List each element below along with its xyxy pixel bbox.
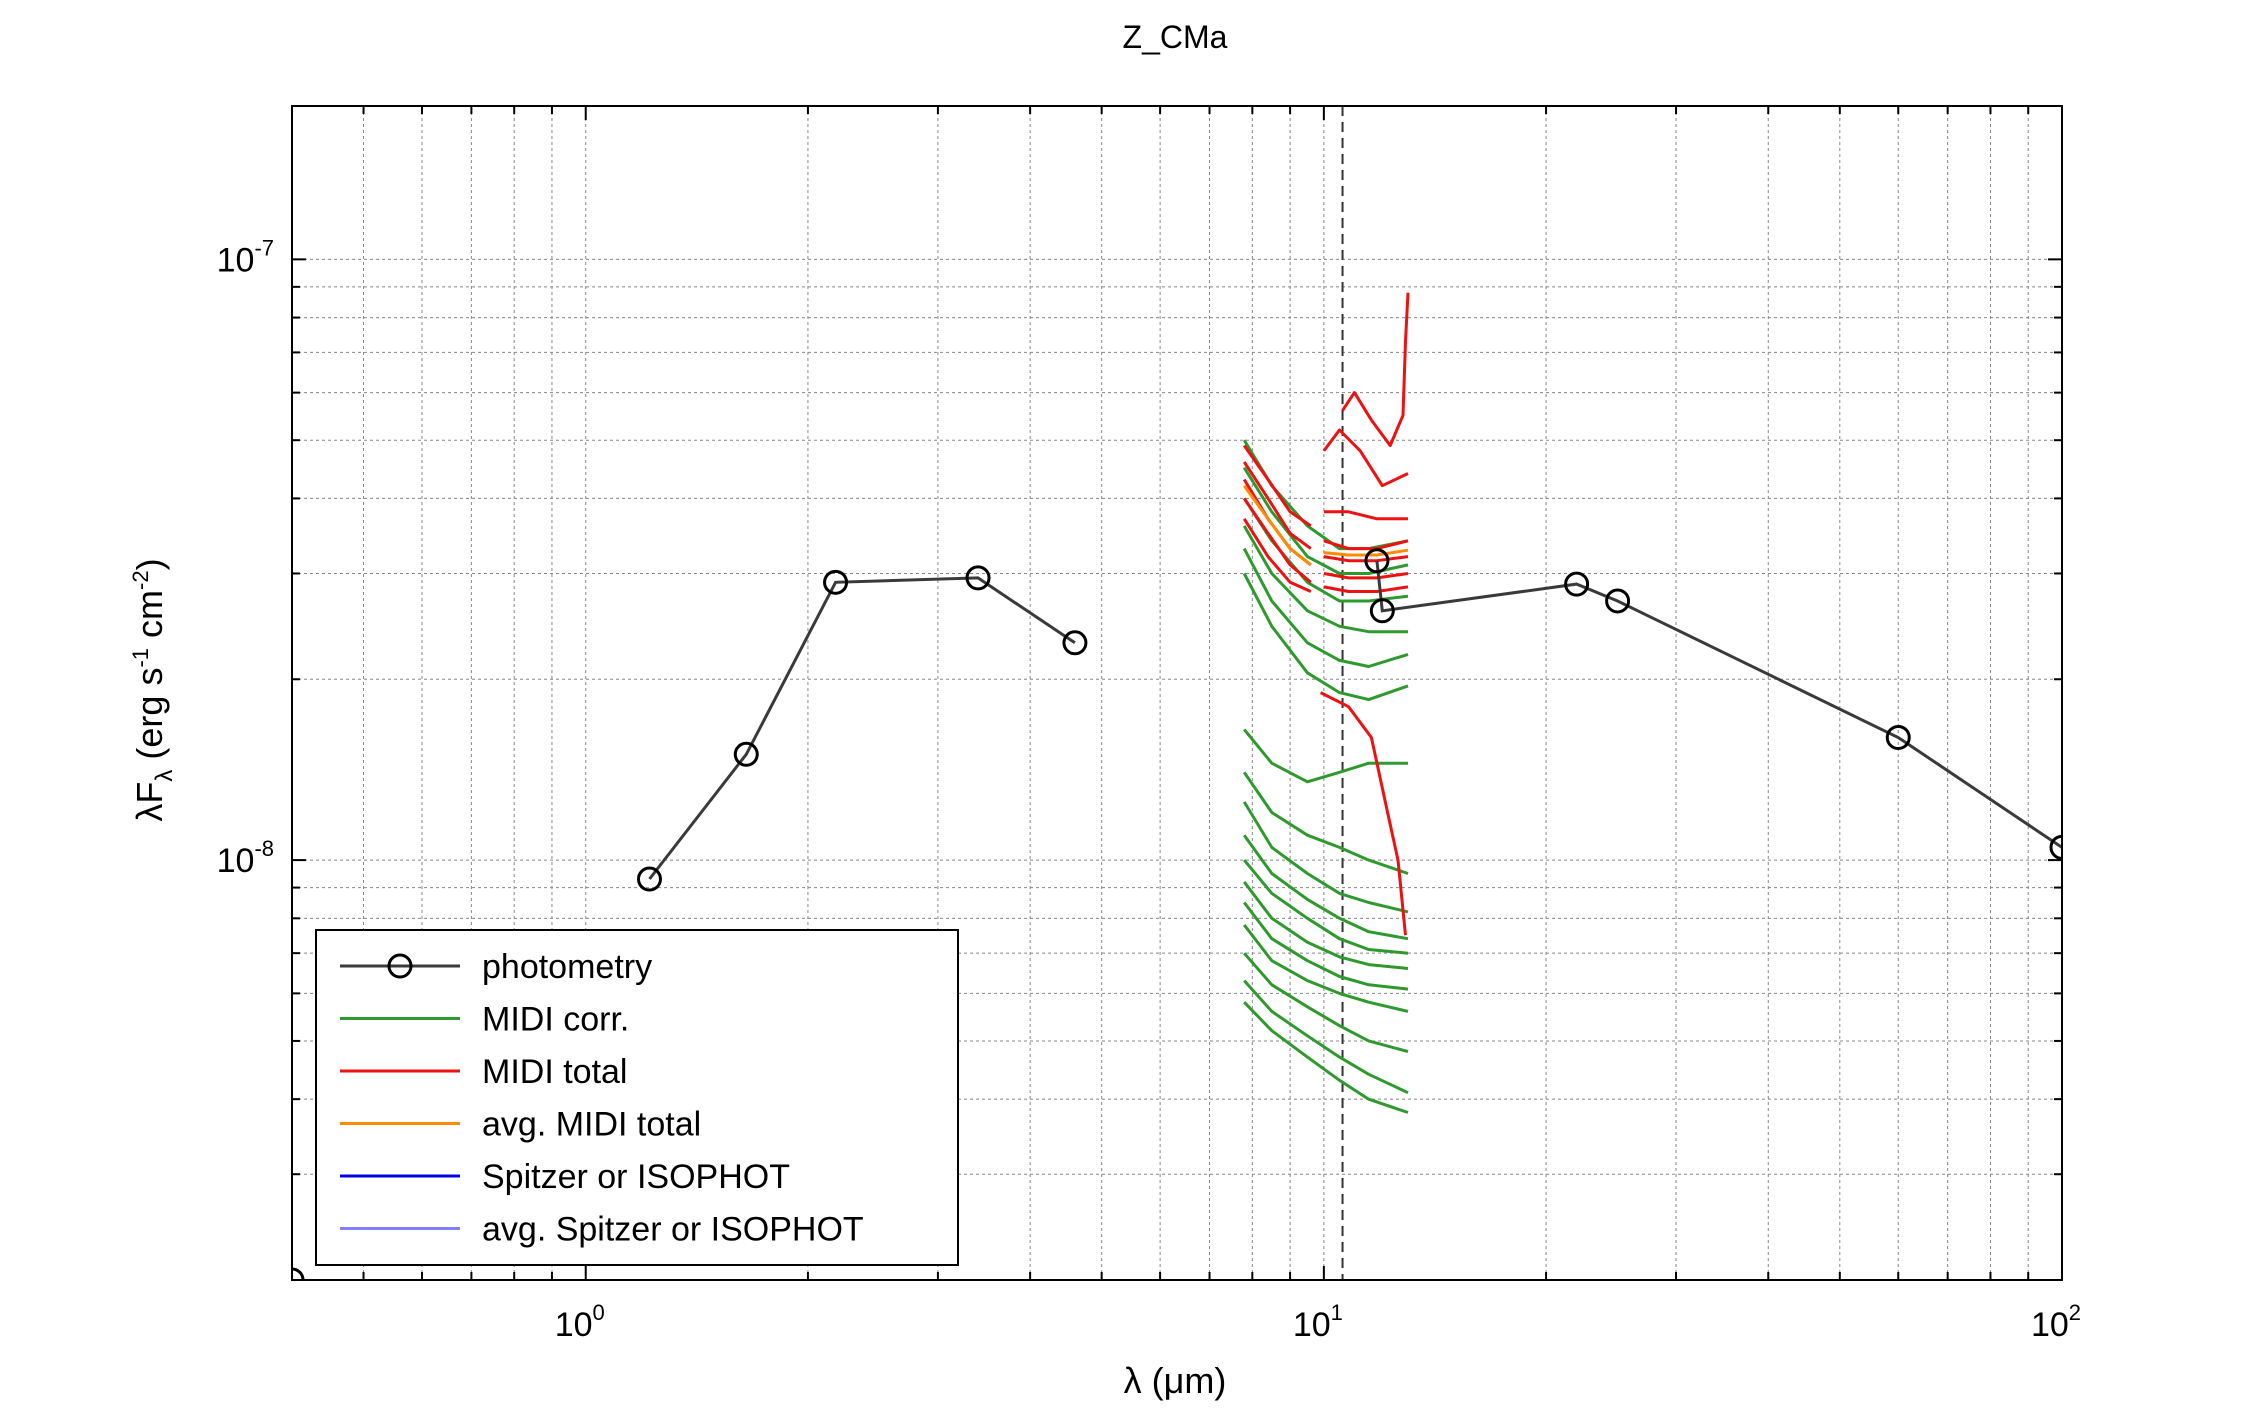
legend-marker — [387, 953, 413, 979]
axes-frame — [291, 105, 2063, 1281]
series-line — [1323, 548, 1409, 557]
series-avg-midi-total — [1242, 484, 1409, 567]
series-line — [1242, 771, 1409, 875]
series-line — [1323, 572, 1409, 580]
legend-label: avg. Spitzer or ISOPHOT — [482, 1211, 864, 1249]
data-point — [636, 866, 662, 892]
y-tick-label: 10-7 — [217, 235, 274, 279]
series-line — [1242, 801, 1409, 914]
series-line — [1242, 834, 1409, 941]
y-axis-label: λFλ (erg s-1 cm-2) — [128, 558, 178, 821]
data-point — [823, 569, 849, 595]
series-line — [1323, 539, 1409, 551]
legend-label: Spitzer or ISOPHOT — [482, 1158, 790, 1196]
series-photometry — [258, 548, 2062, 1413]
series-line — [1243, 1001, 1409, 1114]
y-tick-label: 10-8 — [217, 836, 274, 880]
series-line — [1242, 547, 1409, 668]
data-point — [965, 565, 991, 591]
series-line — [1242, 461, 1312, 550]
series-line — [1341, 292, 1410, 447]
series-line — [1243, 901, 1409, 991]
series-layer — [258, 292, 2062, 1413]
series-line — [1319, 691, 1407, 936]
data-point — [1369, 598, 1395, 624]
series-line — [1242, 484, 1312, 567]
data-point — [1364, 548, 1390, 574]
series-line — [1323, 555, 1409, 563]
x-axis-label: λ (μm) — [1124, 1360, 1227, 1401]
series-line — [1323, 585, 1409, 593]
legend-label: photometry — [482, 948, 652, 986]
series-line — [1243, 880, 1409, 970]
series-line — [1242, 572, 1409, 702]
legend-box — [315, 929, 959, 1266]
data-point — [1605, 588, 1631, 614]
series-line — [1243, 979, 1409, 1095]
series-line — [1242, 444, 1312, 528]
series-line — [1243, 728, 1408, 784]
series-line — [1243, 923, 1409, 1013]
legend: photometry MIDI corr. MIDI total avg. MIDI … — [315, 929, 959, 1266]
series-line — [648, 576, 1076, 880]
legend-label: avg. MIDI total — [482, 1106, 701, 1144]
legend-label: MIDI corr. — [482, 1001, 629, 1039]
series-midi-total — [1242, 292, 1410, 936]
series-line — [1243, 859, 1409, 955]
series-line — [1243, 952, 1409, 1054]
x-tick-label: 102 — [2031, 1300, 2081, 1344]
series-line — [1322, 428, 1409, 488]
series-line — [1242, 525, 1408, 634]
series-line — [1242, 518, 1312, 593]
data-point — [733, 741, 759, 767]
series-line — [1323, 510, 1408, 521]
x-tick-label: 100 — [555, 1300, 605, 1344]
data-point — [1062, 630, 1088, 656]
chart-title: Z_CMa — [1123, 19, 1228, 55]
series-line — [258, 1280, 292, 1413]
series-line — [1375, 560, 2062, 849]
data-point — [1564, 571, 1590, 597]
series-line — [1242, 497, 1312, 584]
x-tick-label: 101 — [1293, 1300, 1343, 1344]
legend-label: MIDI total — [482, 1053, 627, 1091]
data-point — [2049, 834, 2062, 860]
data-point — [1885, 724, 1911, 750]
series-line — [1242, 497, 1409, 603]
